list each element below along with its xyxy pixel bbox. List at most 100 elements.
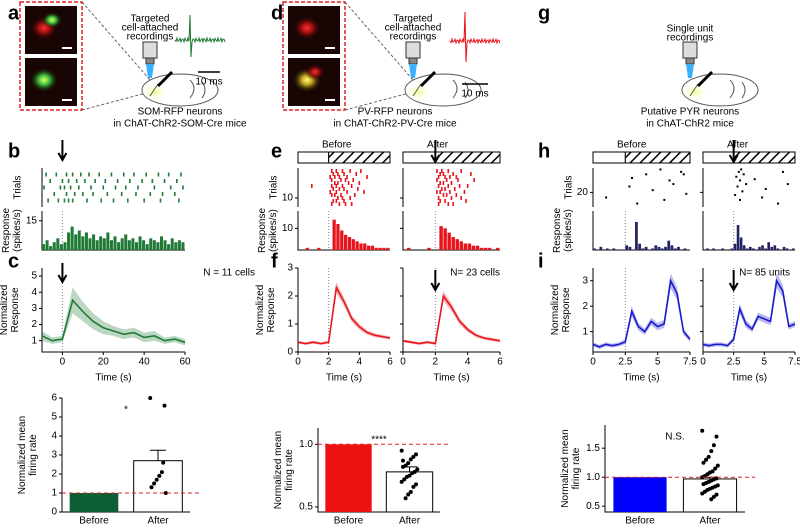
histogram-bar — [439, 226, 443, 250]
x-tick-label: 0 — [700, 357, 706, 368]
spike — [680, 170, 683, 173]
spike — [330, 169, 333, 173]
spike — [347, 181, 350, 185]
spike — [77, 185, 80, 190]
spike — [329, 175, 331, 179]
spike — [102, 185, 105, 190]
histogram-bar — [447, 232, 451, 250]
data-point — [401, 464, 405, 469]
epoch-label: After — [427, 140, 449, 151]
data-point — [162, 403, 167, 408]
data-point — [711, 443, 716, 448]
histogram-bar — [317, 247, 321, 250]
panel-letter: g — [538, 2, 550, 24]
stimulus-arrow — [728, 270, 739, 293]
data-point — [399, 479, 404, 484]
x-tick-label: After — [147, 516, 169, 527]
spike — [159, 198, 162, 203]
histogram-bar — [483, 247, 488, 250]
spike — [442, 181, 445, 185]
histogram-bar — [163, 240, 167, 250]
histogram-bar — [117, 242, 121, 250]
n-label: N= 23 cells — [450, 268, 500, 279]
spike — [335, 199, 338, 203]
recording-label: cell-attached — [385, 23, 442, 34]
histogram-bar — [749, 246, 752, 250]
panel-letter: b — [8, 140, 20, 162]
histogram-bar — [152, 240, 156, 250]
light-cone — [686, 64, 694, 78]
epoch-baseline — [297, 151, 330, 164]
spike — [180, 172, 182, 177]
x-tick-label: 0 — [60, 357, 66, 368]
x-tick-label: Before — [334, 516, 364, 527]
y-tick-label: 0.5 — [586, 501, 600, 512]
histogram-bar — [593, 248, 596, 250]
spike — [463, 190, 466, 194]
y-tick-label: 2 — [287, 291, 293, 302]
spike — [344, 202, 347, 206]
data-point — [714, 434, 719, 439]
histogram-bar — [95, 240, 99, 250]
histogram-bar — [451, 237, 455, 250]
electrode — [696, 70, 714, 88]
y-tick-label: 1.0 — [586, 472, 600, 483]
y-tick-label: 10 — [282, 223, 294, 234]
spike — [145, 172, 147, 177]
spike — [47, 198, 49, 203]
y-axis-label: Normalized mean — [17, 416, 28, 494]
histogram-bar — [721, 248, 725, 250]
spike — [672, 183, 675, 186]
y-tick-label: 10 — [282, 193, 294, 204]
spike — [449, 175, 451, 179]
spike — [330, 202, 333, 206]
n-label: N= 85 units — [739, 268, 790, 279]
spike — [334, 193, 336, 197]
stimulus-arrow — [57, 263, 68, 285]
recording-label: cell-attached — [122, 23, 179, 34]
histogram-bar — [159, 236, 164, 250]
spike — [450, 181, 453, 185]
panel-letter: a — [8, 2, 20, 24]
spike — [330, 184, 333, 188]
epoch-stimulation — [624, 151, 691, 164]
epoch-baseline — [402, 151, 436, 164]
spike — [437, 196, 440, 200]
spike — [470, 172, 472, 176]
x-tick-label: 7.5 — [683, 357, 697, 368]
spike — [135, 192, 137, 196]
spike — [178, 198, 180, 203]
microscope — [142, 41, 158, 59]
spike — [439, 199, 441, 203]
cell-glow — [42, 12, 62, 28]
histogram-bar — [142, 240, 146, 250]
microscope — [682, 41, 698, 59]
spike — [358, 181, 361, 185]
x-tick-label: 2.5 — [727, 357, 741, 368]
histogram-bar — [88, 238, 92, 250]
histogram-bar — [120, 238, 124, 250]
spike — [344, 178, 347, 182]
data-point — [706, 454, 711, 459]
spike — [349, 169, 351, 173]
spike — [337, 196, 339, 200]
spike — [59, 185, 62, 190]
mean-trace — [297, 285, 391, 345]
spike — [110, 172, 113, 177]
spike — [337, 172, 339, 176]
data-point — [399, 448, 404, 453]
epoch-label: Before — [617, 140, 647, 151]
image-frame — [19, 1, 83, 111]
spike — [341, 196, 344, 200]
x-tick-label: 5 — [762, 357, 768, 368]
histogram-bar — [106, 232, 110, 250]
y-tick-label: 5 — [51, 412, 57, 423]
spike — [61, 179, 64, 183]
spike — [742, 173, 745, 176]
spike — [65, 192, 68, 196]
x-tick-label: 6 — [497, 357, 503, 368]
spike — [127, 198, 129, 203]
spike — [449, 190, 451, 194]
scale-label: 10 ms — [461, 89, 488, 100]
data-point — [406, 461, 411, 466]
